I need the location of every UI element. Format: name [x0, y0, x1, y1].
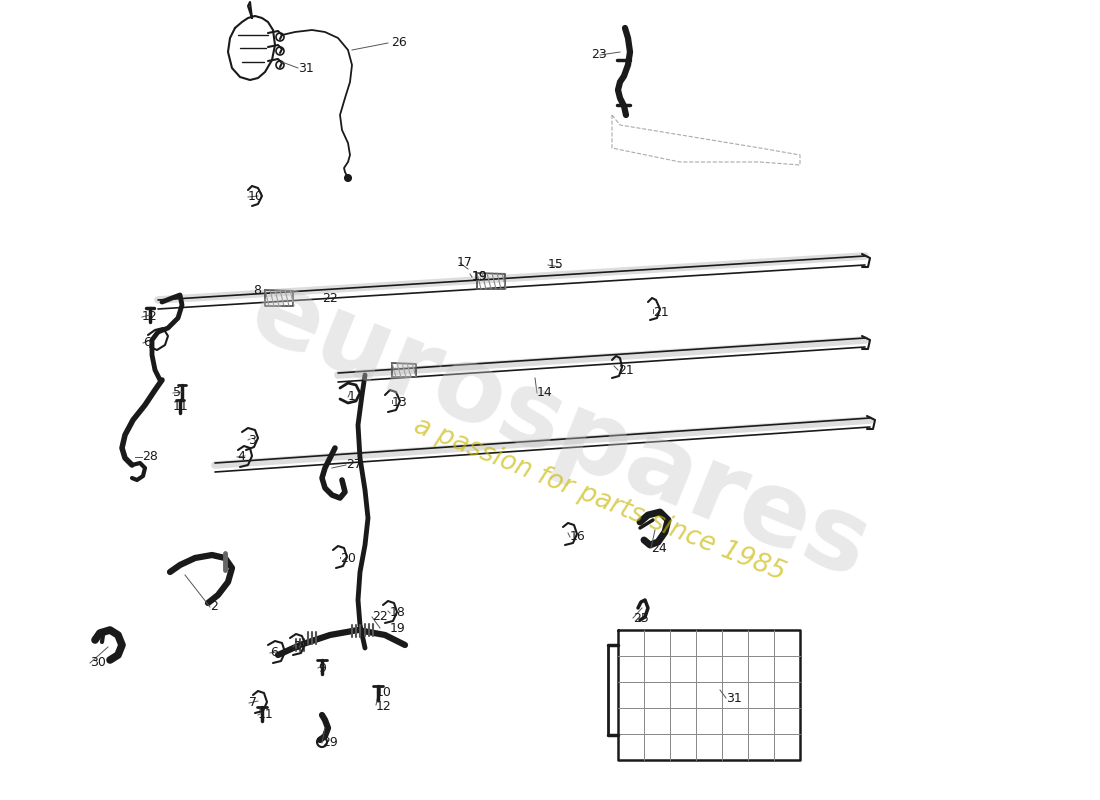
- Text: 17: 17: [456, 257, 473, 270]
- Text: 9: 9: [318, 662, 326, 674]
- Text: 4: 4: [236, 450, 245, 463]
- Text: 30: 30: [90, 657, 106, 670]
- Text: 21: 21: [618, 363, 634, 377]
- Text: 1: 1: [348, 390, 356, 403]
- Text: 15: 15: [548, 258, 564, 271]
- Text: 3: 3: [293, 641, 301, 654]
- Text: 10: 10: [376, 686, 392, 699]
- Text: 28: 28: [142, 450, 158, 463]
- Text: 31: 31: [298, 62, 314, 74]
- Text: 31: 31: [726, 691, 741, 705]
- Text: 22: 22: [322, 291, 338, 305]
- Text: 18: 18: [390, 606, 406, 619]
- Text: 12: 12: [142, 310, 157, 323]
- Text: 21: 21: [653, 306, 669, 319]
- Text: 14: 14: [537, 386, 552, 399]
- Text: 11: 11: [173, 401, 189, 414]
- Text: 3: 3: [248, 434, 256, 446]
- Text: eurospares: eurospares: [235, 260, 884, 600]
- Text: 19: 19: [472, 270, 487, 283]
- Text: 24: 24: [651, 542, 667, 554]
- Text: 10: 10: [248, 190, 264, 203]
- Text: 25: 25: [632, 611, 649, 625]
- Text: 8: 8: [253, 283, 261, 297]
- Text: 6: 6: [143, 337, 151, 350]
- Text: 2: 2: [210, 601, 218, 614]
- Text: 23: 23: [591, 49, 607, 62]
- Text: 12: 12: [376, 701, 392, 714]
- Circle shape: [345, 175, 351, 181]
- Text: 20: 20: [340, 551, 356, 565]
- Text: 22: 22: [372, 610, 387, 623]
- Text: 27: 27: [346, 458, 362, 471]
- Text: 19: 19: [390, 622, 406, 634]
- Text: 19: 19: [472, 270, 487, 283]
- Text: 29: 29: [322, 737, 338, 750]
- Text: 26: 26: [390, 37, 407, 50]
- Text: 7: 7: [249, 697, 257, 710]
- Text: 11: 11: [258, 709, 274, 722]
- Text: a passion for parts since 1985: a passion for parts since 1985: [410, 414, 790, 586]
- Text: 6: 6: [270, 646, 278, 659]
- Text: 5: 5: [173, 386, 182, 399]
- Text: 13: 13: [392, 397, 408, 410]
- Text: 16: 16: [570, 530, 585, 543]
